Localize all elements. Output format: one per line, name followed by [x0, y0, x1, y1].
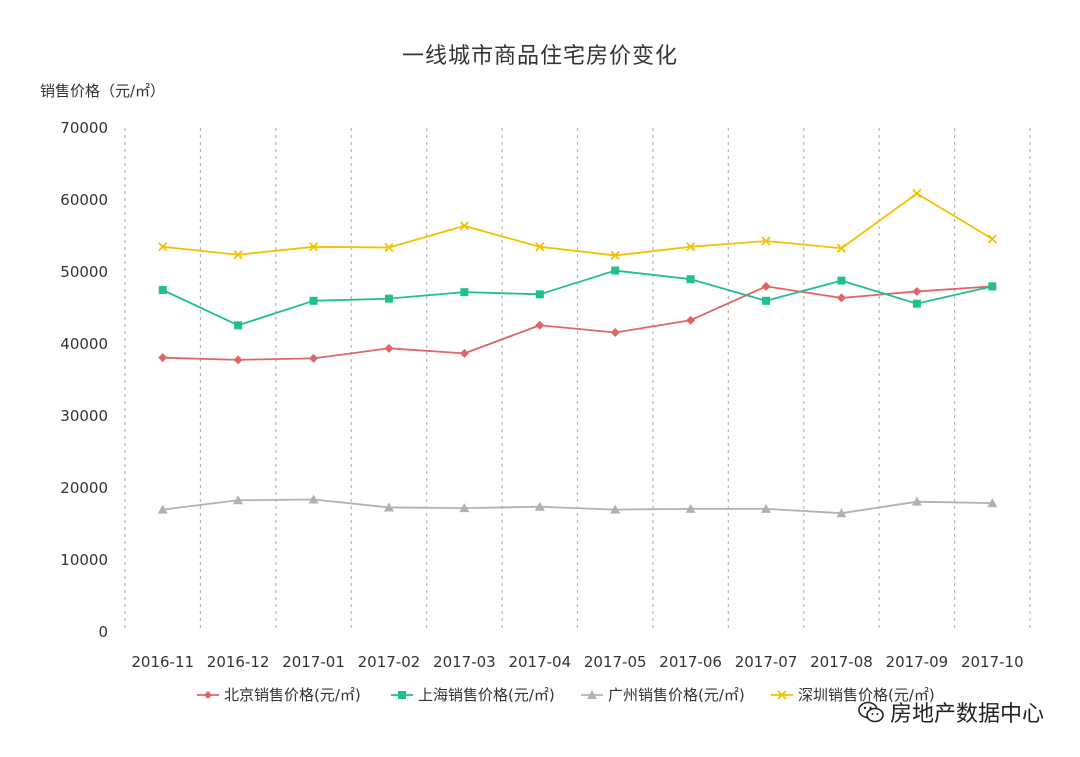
legend-swatch [581, 689, 603, 699]
data-point-s2 [987, 498, 998, 508]
legend-label: 广州销售价格(元/㎡) [608, 686, 745, 704]
x-tick-label: 2017-01 [282, 653, 345, 671]
data-point-s3 [459, 221, 470, 231]
data-point-s3 [987, 234, 997, 244]
data-point-s1 [384, 294, 393, 303]
legend-swatch [391, 690, 413, 699]
legend-label: 深圳销售价格(元/㎡) [798, 686, 935, 704]
x-tick-label: 2017-05 [584, 653, 647, 671]
data-point-s3 [535, 242, 545, 252]
x-tick-label: 2016-11 [131, 653, 194, 671]
data-point-s3 [610, 250, 620, 261]
data-point-s0 [233, 355, 243, 365]
y-tick-label: 20000 [60, 479, 108, 497]
data-point-s3 [158, 242, 168, 252]
data-point-s1 [837, 276, 846, 285]
data-point-s0 [912, 286, 922, 296]
data-point-s0 [309, 353, 319, 363]
data-point-s1 [686, 275, 695, 284]
data-point-s2 [761, 503, 772, 513]
chart-legend: 北京销售价格(元/㎡) 上海销售价格(元/㎡) 广州销售价格(元/㎡) 深圳销售价格(… [0, 684, 1080, 708]
data-point-s1 [460, 288, 469, 297]
x-tick-label: 2016-12 [207, 653, 270, 671]
legend-item: 深圳销售价格(元/㎡) [770, 684, 935, 705]
data-point-s3 [384, 242, 394, 253]
data-point-s3 [761, 236, 771, 246]
y-tick-label: 70000 [60, 119, 108, 137]
data-point-s2 [534, 501, 545, 511]
source-watermark: 房地产数据中心 [858, 696, 1044, 728]
y-tick-label: 30000 [60, 407, 108, 425]
data-point-s1 [234, 321, 243, 330]
data-point-s1 [912, 299, 921, 308]
data-point-s0 [836, 293, 846, 303]
x-tick-label: 2017-07 [735, 653, 798, 671]
x-tick-label: 2017-08 [810, 653, 873, 671]
legend-item: 上海销售价格(元/㎡) [390, 684, 555, 705]
data-point-s2 [610, 504, 621, 514]
data-point-s2 [911, 496, 922, 506]
data-point-s3 [685, 242, 696, 252]
data-point-s0 [459, 348, 469, 358]
line-chart: 0 10000 20000 30000 40000 50000 60000 70000 2016… [60, 119, 1031, 671]
legend-label: 上海销售价格(元/㎡) [418, 686, 555, 704]
data-point-s2 [685, 503, 696, 513]
wechat-icon [858, 701, 884, 723]
legend-item: 广州销售价格(元/㎡) [580, 684, 745, 705]
legend-swatch [197, 690, 219, 699]
x-tick-label: 2017-06 [659, 653, 722, 671]
legend-label: 北京销售价格(元/㎡) [224, 686, 361, 704]
y-tick-label: 0 [98, 623, 108, 641]
data-point-s3 [308, 242, 319, 252]
legend-item: 北京销售价格(元/㎡) [196, 684, 361, 705]
data-point-s3 [233, 250, 243, 260]
data-point-s3 [836, 243, 847, 253]
data-point-s1 [309, 296, 318, 305]
data-point-s0 [761, 281, 771, 291]
x-tick-label: 2017-02 [358, 653, 421, 671]
data-point-s2 [233, 495, 244, 505]
data-point-s0 [686, 315, 696, 325]
chart-title: 一线城市商品住宅房价变化 [401, 44, 678, 69]
x-tick-label: 2017-09 [886, 653, 949, 671]
series-line-0 [162, 285, 993, 361]
series-line-1 [162, 269, 993, 327]
data-point-s2 [308, 494, 319, 504]
data-point-s2 [383, 502, 394, 512]
data-point-s2 [459, 503, 470, 513]
y-axis-label: 销售价格（元/㎡） [40, 82, 166, 100]
series-line-3 [162, 192, 993, 257]
y-tick-label: 10000 [60, 551, 108, 569]
data-point-s0 [610, 327, 620, 337]
data-point-s0 [158, 353, 168, 363]
data-point-s1 [535, 290, 544, 299]
x-tick-label: 2017-03 [433, 653, 496, 671]
y-tick-label: 40000 [60, 335, 108, 353]
watermark-text: 房地产数据中心 [889, 702, 1044, 727]
series-line-2 [162, 498, 993, 515]
y-tick-label: 50000 [60, 263, 108, 281]
data-point-s0 [384, 343, 394, 353]
data-point-s2 [836, 508, 847, 518]
data-point-s1 [611, 266, 620, 275]
y-tick-label: 60000 [60, 191, 108, 209]
legend-swatch [771, 689, 793, 700]
x-tick-label: 2017-10 [961, 653, 1024, 671]
data-point-s1 [158, 286, 167, 294]
data-point-s1 [988, 282, 997, 291]
data-point-s1 [762, 296, 771, 305]
data-point-s3 [912, 188, 922, 199]
data-point-s2 [157, 504, 168, 514]
data-point-s0 [535, 320, 545, 330]
x-tick-label: 2017-04 [508, 653, 571, 671]
